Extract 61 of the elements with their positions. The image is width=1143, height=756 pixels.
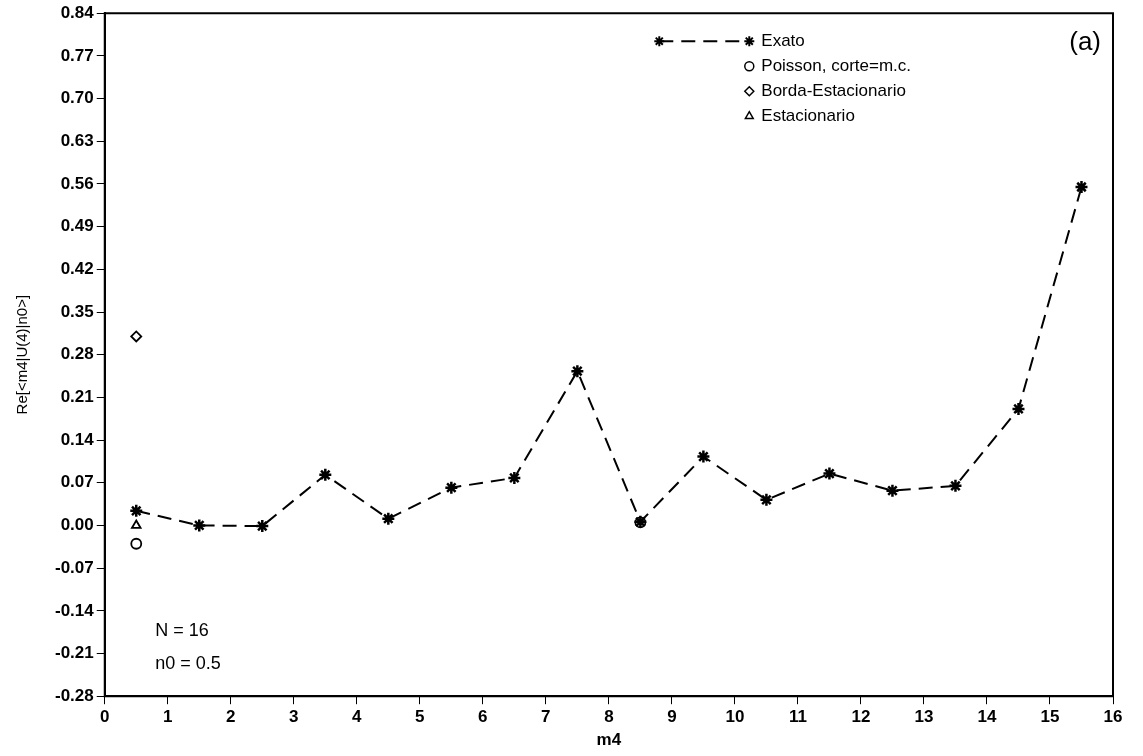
x-tick-label: 1 [163,707,173,727]
point [948,478,963,494]
x-tick-label: 0 [100,707,110,727]
y-tick-label: 0.70 [60,88,94,108]
point [318,467,333,483]
x-tick-label: 10 [725,707,745,727]
y-tick-label: 0.14 [60,429,95,449]
point [1074,179,1089,195]
y-tick-label: 0.49 [60,216,94,236]
x-tick-label: 8 [604,707,614,727]
y-tick-label: 0.07 [60,472,94,492]
point [1011,401,1026,417]
x-tick-label: 16 [1103,707,1123,727]
x-tick-label: 4 [352,707,363,727]
y-tick-label: -0.14 [55,600,95,620]
y-tick-label: -0.28 [55,685,94,705]
x-axis-title: m4 [596,730,622,750]
x-tick-label: 12 [851,707,871,727]
x-tick-label: 3 [289,707,299,727]
point [192,518,207,533]
legend-label: Estacionario [761,105,855,125]
y-tick-label: 0.00 [60,515,94,535]
x-tick-label: 2 [226,707,236,727]
point [444,480,459,495]
point [507,470,522,486]
y-tick-label: 0.77 [60,45,94,65]
point [570,363,585,379]
y-axis-title: Re[<m4|U(4)|n0>] [13,294,31,415]
x-tick-label: 6 [478,707,488,727]
x-tick-label: 13 [914,707,934,727]
y-tick-label: 0.21 [60,387,94,407]
x-tick-label: 5 [415,707,425,727]
y-tick-label: 0.56 [60,173,94,193]
point [129,503,144,519]
x-tick-label: 14 [977,707,997,727]
x-tick-label: 9 [667,707,677,727]
annotation: (a) [1069,26,1101,57]
y-tick-label: 0.35 [60,301,94,321]
point [255,518,270,534]
y-tick-label: 0.63 [60,130,94,150]
point [759,492,774,508]
x-tick-label: 15 [1040,707,1060,727]
x-tick-label: 11 [788,707,807,727]
point [130,330,143,343]
point [381,511,396,526]
y-tick-label: -0.21 [55,643,94,663]
point [131,519,142,529]
y-tick-label: 0.42 [60,259,94,279]
x-tick-label: 7 [541,707,551,727]
legend-label: Exato [761,30,805,50]
y-tick-label: 0.84 [60,2,95,22]
point [696,449,711,464]
point [885,483,900,498]
y-tick-label: -0.07 [55,557,94,577]
annotation: N = 16 [155,620,209,641]
point [822,466,837,481]
legend-label: Borda-Estacionario [761,80,906,100]
legend-label: Poisson, corte=m.c. [761,55,912,75]
y-tick-label: 0.28 [60,344,94,364]
point [130,537,143,550]
annotation: n0 = 0.5 [155,653,221,674]
